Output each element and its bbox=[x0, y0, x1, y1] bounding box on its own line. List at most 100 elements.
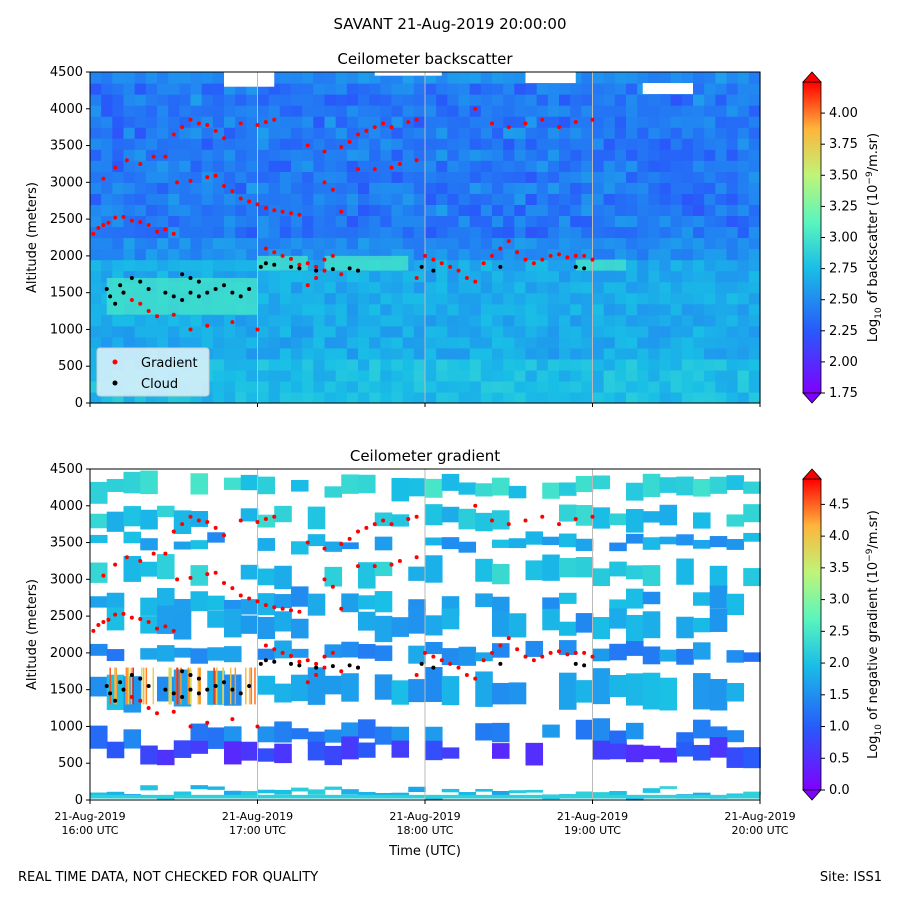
field-cell bbox=[681, 347, 694, 360]
field-cell bbox=[626, 314, 638, 327]
field-cell bbox=[637, 204, 649, 217]
field-cell bbox=[157, 72, 169, 84]
field-band-cell bbox=[743, 652, 761, 662]
field-cell bbox=[559, 94, 571, 106]
field-band-cell bbox=[441, 537, 460, 550]
field-cell bbox=[681, 83, 694, 95]
field-streak bbox=[125, 667, 128, 705]
gradient-point bbox=[188, 724, 193, 729]
field-cell bbox=[681, 380, 694, 393]
field-cell bbox=[313, 127, 326, 139]
field-cell bbox=[603, 171, 616, 183]
field-cell bbox=[157, 303, 169, 316]
field-streak bbox=[197, 667, 200, 705]
field-streak bbox=[189, 667, 191, 705]
field-cell bbox=[704, 160, 716, 172]
field-cell bbox=[302, 160, 314, 172]
gradient-point bbox=[205, 323, 210, 328]
field-cell bbox=[737, 193, 750, 205]
field-cell bbox=[480, 347, 493, 360]
field-band-cell bbox=[492, 610, 510, 637]
field-cell bbox=[123, 237, 136, 250]
field-cell bbox=[715, 369, 728, 382]
field-band-cell bbox=[642, 788, 661, 793]
cloud-point bbox=[247, 286, 252, 291]
field-cell bbox=[369, 94, 381, 106]
field-cell bbox=[648, 358, 661, 371]
field-cell bbox=[224, 160, 236, 172]
cloud-point bbox=[138, 676, 143, 681]
gradient-point bbox=[523, 654, 528, 659]
gradient-point bbox=[289, 211, 293, 216]
field-cell bbox=[168, 171, 180, 183]
field-cell bbox=[592, 314, 605, 327]
field-cell bbox=[112, 83, 125, 95]
field-cell bbox=[592, 149, 605, 161]
field-cell bbox=[190, 182, 203, 194]
field-cell bbox=[201, 281, 214, 294]
y-tick-label: 4000 bbox=[50, 499, 83, 514]
gradient-point bbox=[439, 261, 444, 266]
field-cell bbox=[324, 72, 337, 84]
field-cell bbox=[335, 116, 348, 128]
field-cell bbox=[246, 358, 259, 371]
field-cell bbox=[268, 204, 281, 217]
field-cell bbox=[670, 325, 683, 338]
gradient-point bbox=[322, 268, 327, 273]
field-cell bbox=[603, 336, 616, 349]
field-cell bbox=[90, 303, 102, 316]
field-cell bbox=[391, 347, 404, 360]
cloud-point bbox=[205, 290, 210, 295]
field-cell bbox=[101, 116, 113, 128]
colorbar-tick-label: 2.0 bbox=[829, 656, 850, 671]
field-streak bbox=[198, 667, 200, 705]
field-cell bbox=[268, 127, 281, 139]
field-cell bbox=[257, 160, 270, 172]
field-cell bbox=[614, 259, 627, 272]
field-cell bbox=[715, 83, 728, 95]
field-cell bbox=[402, 72, 415, 84]
field-cell bbox=[603, 259, 616, 272]
field-cell bbox=[380, 237, 393, 250]
field-cell bbox=[246, 391, 259, 404]
field-band-cell bbox=[659, 677, 678, 711]
field-cell bbox=[492, 160, 504, 172]
field-cell bbox=[101, 171, 113, 183]
field-cell bbox=[324, 237, 337, 250]
field-cell bbox=[391, 369, 404, 382]
gradient-point bbox=[557, 649, 561, 654]
field-band-cell bbox=[140, 561, 158, 577]
field-cell bbox=[145, 72, 158, 84]
field-band-cell bbox=[559, 640, 577, 655]
field-cell bbox=[101, 292, 113, 305]
field-band-cell bbox=[324, 729, 343, 743]
field-cell bbox=[335, 281, 348, 294]
field-cell bbox=[536, 259, 549, 272]
field-band-cell bbox=[173, 611, 192, 640]
gradient-point bbox=[381, 518, 386, 523]
field-cell bbox=[648, 369, 661, 382]
field-cell bbox=[335, 369, 348, 382]
field-cell bbox=[157, 171, 169, 183]
field-band-cell bbox=[592, 718, 611, 743]
field-cell bbox=[581, 215, 594, 228]
field-band-cell bbox=[173, 598, 192, 613]
field-cell bbox=[123, 303, 136, 316]
field-cell bbox=[391, 72, 404, 84]
field-cell bbox=[681, 138, 694, 150]
cloud-point bbox=[205, 687, 210, 692]
field-cell bbox=[626, 127, 638, 139]
field-cell bbox=[637, 138, 649, 150]
field-cell bbox=[581, 116, 594, 128]
field-cell bbox=[425, 193, 437, 205]
cloud-point bbox=[104, 683, 109, 688]
field-cell bbox=[748, 127, 761, 139]
field-cell bbox=[447, 347, 460, 360]
field-cell bbox=[179, 292, 192, 305]
cloud-point bbox=[272, 262, 277, 267]
field-cell bbox=[212, 72, 225, 84]
field-cell bbox=[90, 314, 102, 327]
field-cell bbox=[726, 391, 739, 404]
field-cell bbox=[413, 336, 426, 349]
field-cell bbox=[469, 182, 482, 194]
